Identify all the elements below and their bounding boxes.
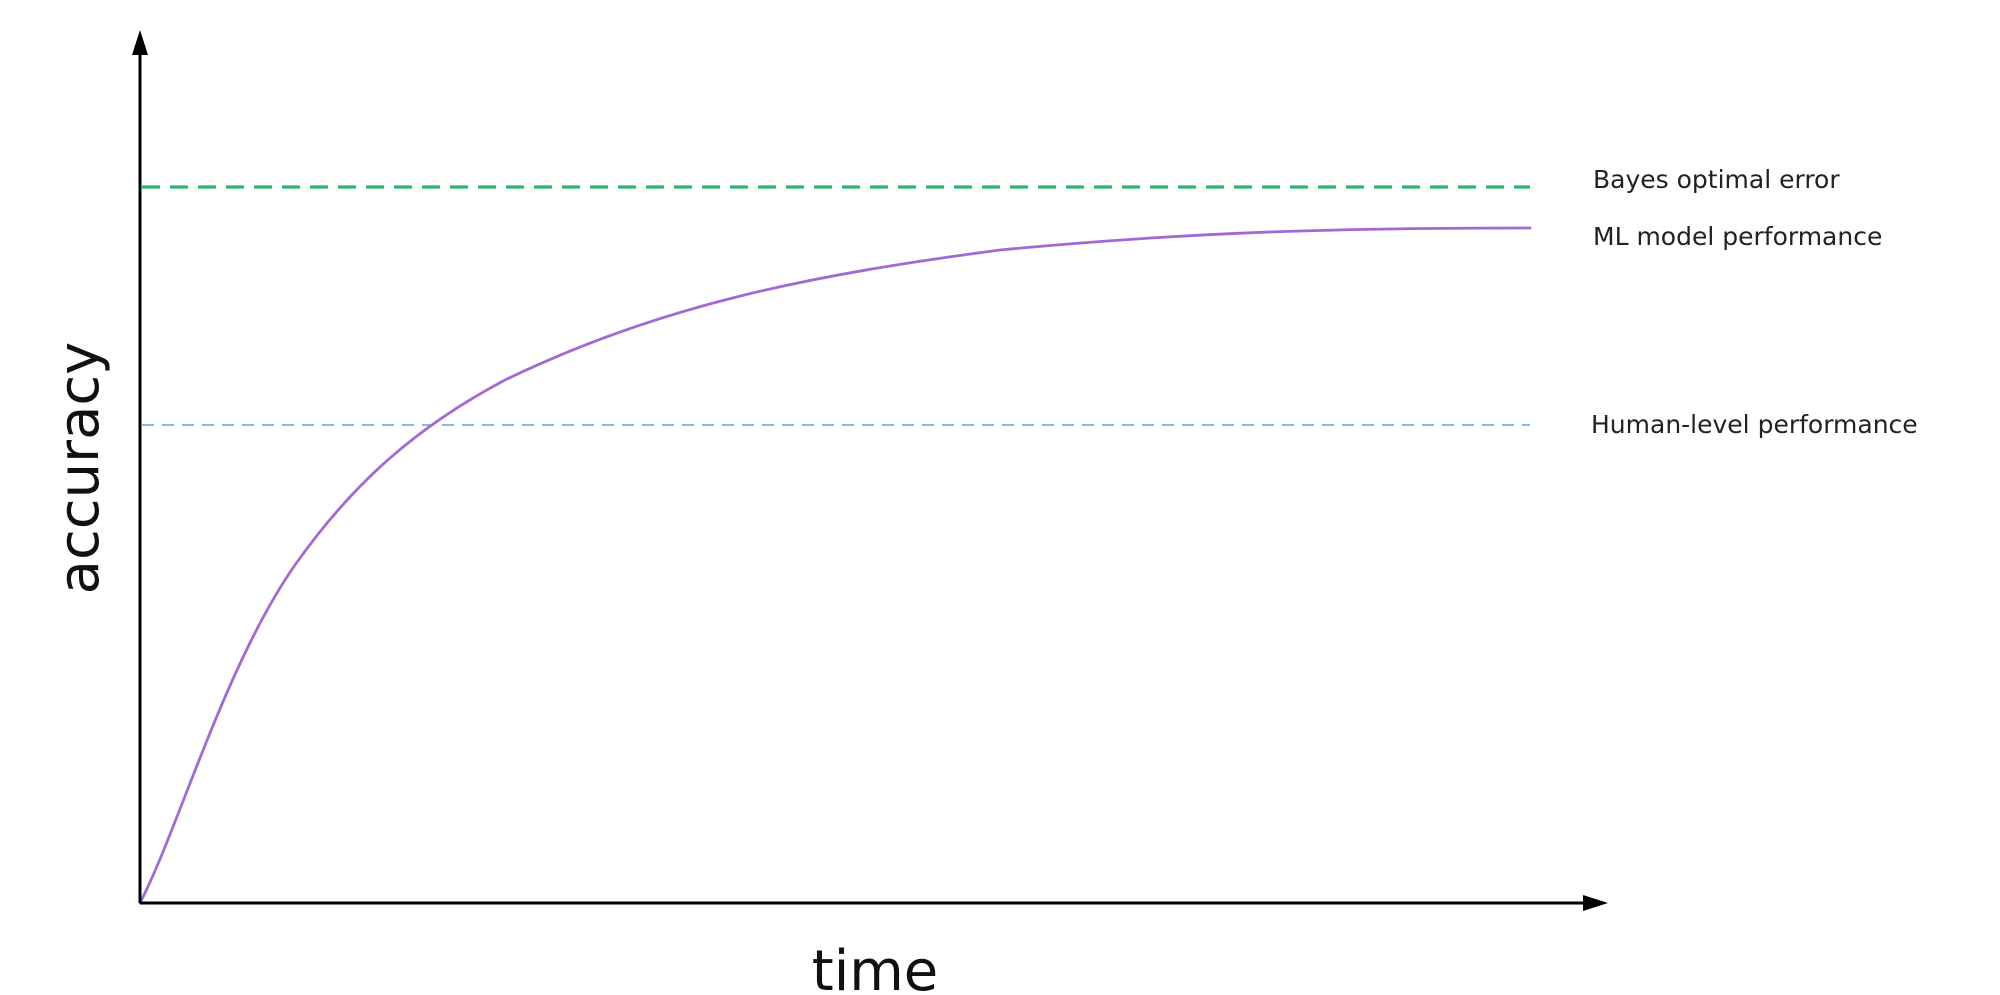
x-axis-arrow <box>1583 895 1608 911</box>
y-axis-arrow <box>132 30 148 55</box>
x-axis-title: time <box>812 939 939 995</box>
series-label-ml-model-performance: ML model performance <box>1593 222 1882 251</box>
series-line-ml-model-performance <box>138 226 1532 905</box>
series-lines <box>138 226 1532 905</box>
reference-lines <box>142 185 1530 426</box>
ref-label-bayes-optimal-error: Bayes optimal error <box>1593 165 1840 194</box>
ref-label-human-level-performance: Human-level performance <box>1591 410 1918 439</box>
y-axis-title: accuracy <box>47 342 112 595</box>
